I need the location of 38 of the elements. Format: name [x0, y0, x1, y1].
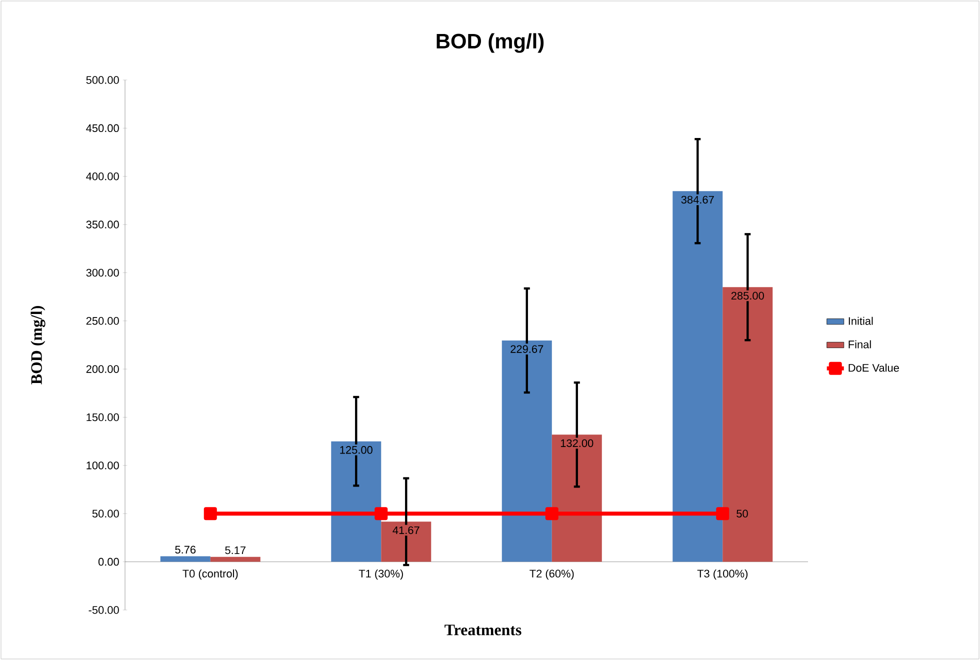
legend-label: Initial: [848, 316, 873, 325]
y-tick-label: -50.00: [88, 606, 119, 614]
y-tick-label: 450.00: [86, 124, 119, 132]
data-label: 384.67: [681, 196, 714, 204]
y-tick-label: 300.00: [86, 268, 119, 277]
bar: [502, 340, 552, 562]
y-tick-label: 400.00: [86, 172, 119, 180]
chart-title: BOD (mg/l): [436, 33, 544, 53]
data-label: 229.67: [510, 345, 544, 353]
data-label: 41.67: [392, 526, 420, 534]
data-label: 285.00: [731, 292, 764, 300]
x-tick-label: T3 (100%): [697, 569, 748, 580]
legend-label: DoE Value: [848, 364, 899, 372]
y-tick-label: 0.00: [98, 558, 119, 566]
y-tick-label: 50.00: [92, 510, 119, 518]
bar: [331, 441, 382, 562]
bar: [160, 556, 210, 562]
x-tick-label: T1 (30%): [358, 569, 403, 580]
data-label: 125.00: [340, 446, 372, 454]
y-tick-label: 200.00: [86, 365, 119, 373]
y-tick-label: 500.00: [86, 76, 119, 84]
legend-label: Final: [848, 340, 871, 348]
bar: [552, 434, 602, 562]
bar: [722, 287, 773, 562]
data-label: 50: [736, 510, 748, 518]
y-tick-label: 250.00: [86, 317, 119, 325]
x-tick-label: T0 (control): [182, 569, 238, 580]
bar: [672, 191, 723, 562]
data-label: 5.76: [175, 546, 196, 554]
x-axis-title: Treatments: [444, 624, 522, 636]
data-label: 132.00: [560, 439, 594, 448]
y-tick-label: 100.00: [86, 462, 119, 470]
y-axis-title: BOD (mg/l): [30, 306, 46, 384]
y-tick-label: 350.00: [86, 220, 119, 228]
y-tick-label: 150.00: [86, 413, 119, 422]
data-label: 5.17: [225, 546, 246, 554]
x-tick-label: T2 (60%): [530, 569, 574, 580]
bar: [210, 556, 260, 562]
